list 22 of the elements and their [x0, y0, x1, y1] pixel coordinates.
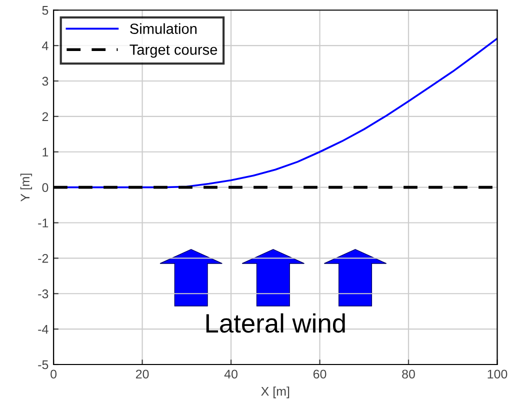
x-tick-label: 60 — [313, 370, 326, 379]
y-tick-label: -1 — [38, 218, 48, 228]
y-tick-label: 0 — [42, 183, 48, 192]
x-tick-label: 100 — [488, 370, 508, 379]
y-axis-title: Y [m] — [20, 174, 32, 202]
y-tick-label: 4 — [42, 41, 48, 50]
x-tick-label: 0 — [50, 370, 57, 379]
annotation: Lateral wind — [206, 313, 345, 333]
x-tick-label: 20 — [136, 370, 149, 379]
y-tick-label: -2 — [38, 254, 48, 263]
y-tick-label: 5 — [42, 6, 48, 15]
x-tick-label: 80 — [402, 370, 415, 379]
y-tick-label: 3 — [42, 76, 48, 86]
y-tick-label: -4 — [38, 324, 48, 334]
legend-label: Simulation — [130, 23, 197, 34]
y-tick-label: -5 — [38, 360, 48, 370]
y-tick-label: 1 — [42, 148, 48, 156]
x-axis-title: X [m] — [261, 386, 290, 398]
y-tick-label: -3 — [38, 289, 48, 298]
legend-label: Target course — [130, 44, 218, 58]
y-tick-label: 2 — [42, 112, 48, 121]
x-tick-label: 40 — [224, 370, 238, 379]
